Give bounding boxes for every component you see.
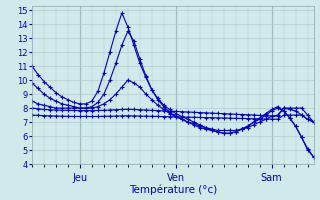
X-axis label: Température (°c): Température (°c) <box>129 184 217 195</box>
